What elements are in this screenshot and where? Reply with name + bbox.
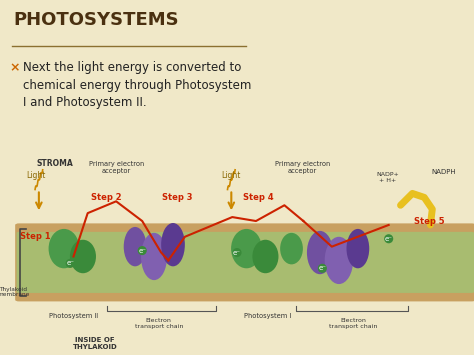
Text: STROMA: STROMA [36,159,73,168]
Text: Next the light energy is converted to
chemical energy through Photosystem
I and : Next the light energy is converted to ch… [23,61,252,109]
Text: Primary electron
acceptor: Primary electron acceptor [89,161,144,174]
Ellipse shape [346,229,369,268]
Ellipse shape [307,231,333,274]
Ellipse shape [70,240,96,273]
Ellipse shape [280,233,303,264]
Ellipse shape [141,233,167,280]
Text: INSIDE OF
THYLAKOID: INSIDE OF THYLAKOID [73,337,117,350]
Text: Step 4: Step 4 [243,193,273,202]
Ellipse shape [325,237,353,284]
Ellipse shape [231,229,262,268]
Text: Step 3: Step 3 [163,193,193,202]
Text: e⁻: e⁻ [233,250,241,256]
Text: Step 5: Step 5 [414,217,444,225]
Text: e⁻: e⁻ [319,265,326,271]
Text: NADPH: NADPH [431,169,456,175]
Text: ×: × [9,61,20,74]
Text: e⁻: e⁻ [385,236,392,242]
Ellipse shape [124,227,146,266]
Ellipse shape [48,229,80,268]
Text: Electron
transport chain: Electron transport chain [329,318,377,329]
Text: Photosystem II: Photosystem II [49,313,98,318]
Ellipse shape [161,223,185,266]
Text: Light: Light [222,171,241,180]
Text: Thylakoid
membrane: Thylakoid membrane [0,286,29,297]
Text: e⁻: e⁻ [66,260,74,266]
FancyBboxPatch shape [17,232,474,293]
Text: Primary electron
acceptor: Primary electron acceptor [275,161,330,174]
FancyBboxPatch shape [15,223,474,301]
Text: Electron
transport chain: Electron transport chain [135,318,183,329]
Text: e⁻: e⁻ [138,247,146,253]
Text: Step 1: Step 1 [20,232,51,241]
Text: Photosystem I: Photosystem I [244,313,292,318]
Ellipse shape [252,240,279,273]
Text: Light: Light [26,171,45,180]
Text: PHOTOSYSTEMS: PHOTOSYSTEMS [13,11,179,28]
Text: NADP+
+ H+: NADP+ + H+ [376,172,399,183]
Text: Step 2: Step 2 [91,193,122,202]
